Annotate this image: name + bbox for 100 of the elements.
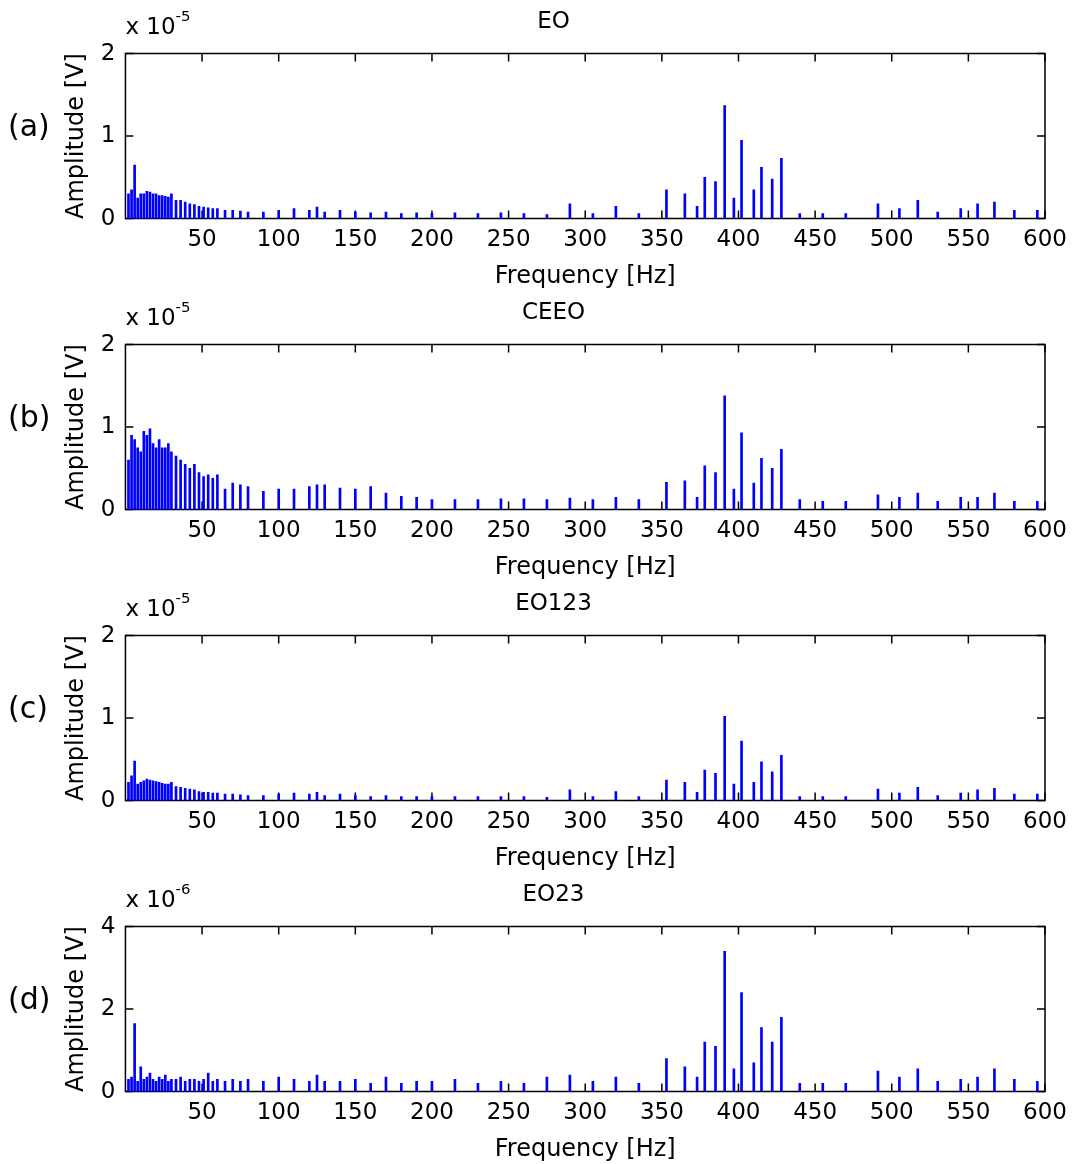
x-tick-label: 450 xyxy=(793,807,838,834)
y-tick-label: 0 xyxy=(100,785,116,812)
bar xyxy=(415,1080,418,1092)
bar xyxy=(354,795,357,801)
bar xyxy=(216,474,219,510)
bar xyxy=(183,463,187,510)
bar xyxy=(723,395,727,510)
y-tick-label: 1 xyxy=(100,703,116,730)
y-axis-title: Amplitude [V] xyxy=(60,53,89,219)
bar xyxy=(714,773,717,801)
bar xyxy=(916,492,920,510)
bar xyxy=(723,716,727,801)
bar xyxy=(665,482,668,510)
bar xyxy=(740,139,743,219)
y-tick-label: 1 xyxy=(100,412,116,439)
bar xyxy=(844,501,848,510)
bar xyxy=(898,496,901,510)
bar xyxy=(211,477,215,510)
bar xyxy=(399,796,403,801)
bar xyxy=(898,792,901,801)
bar xyxy=(142,430,146,510)
x-tick-label: 600 xyxy=(1023,225,1067,252)
x-tick-label: 450 xyxy=(793,1098,838,1125)
bar xyxy=(665,1058,668,1092)
y-axis-title: Amplitude [V] xyxy=(60,344,89,510)
bar xyxy=(308,210,311,219)
bar xyxy=(239,484,242,510)
bar xyxy=(133,1023,136,1092)
bar xyxy=(308,486,311,510)
x-tick-label: 350 xyxy=(639,516,684,543)
bar xyxy=(1013,210,1016,219)
bar xyxy=(993,1068,996,1092)
bar xyxy=(1036,793,1039,801)
bar xyxy=(844,213,848,219)
chart-title: EO123 xyxy=(515,588,592,615)
x-tick-label: 300 xyxy=(563,516,608,543)
bar xyxy=(202,792,205,801)
bar xyxy=(206,792,210,801)
bar xyxy=(740,432,743,510)
bar xyxy=(239,1080,242,1092)
bar xyxy=(703,177,707,219)
bar xyxy=(703,769,707,801)
bar xyxy=(277,488,281,510)
y-tick-label: 0 xyxy=(100,494,116,521)
bar xyxy=(323,484,326,510)
bar xyxy=(959,1078,963,1092)
bar xyxy=(993,787,996,801)
x-tick-label: 550 xyxy=(946,807,991,834)
bar xyxy=(206,474,210,510)
x-tick-label: 250 xyxy=(486,1098,531,1125)
bar xyxy=(323,211,326,219)
bar xyxy=(369,486,372,510)
x-tick-label: 100 xyxy=(256,516,301,543)
x-tick-label: 150 xyxy=(333,807,378,834)
bar xyxy=(936,1080,940,1092)
x-tick-label: 300 xyxy=(563,1098,608,1125)
bar xyxy=(993,492,996,510)
y-tick-label: 2 xyxy=(100,994,116,1021)
bar xyxy=(760,1027,763,1092)
chart-title: EO xyxy=(537,6,570,33)
bar xyxy=(723,951,727,1092)
y-axis-title: Amplitude [V] xyxy=(60,635,89,801)
bar xyxy=(202,476,205,510)
bar xyxy=(898,208,901,219)
bar xyxy=(183,787,187,801)
bar xyxy=(916,787,920,801)
bar xyxy=(752,482,756,510)
bar xyxy=(188,788,192,801)
bar xyxy=(752,189,756,219)
bar xyxy=(308,793,311,801)
bar xyxy=(415,796,418,801)
x-tick-label: 200 xyxy=(410,1098,454,1125)
bar xyxy=(798,213,802,219)
y-tick-label: 1 xyxy=(100,121,116,148)
x-tick-label: 350 xyxy=(639,1098,684,1125)
x-tick-label: 350 xyxy=(639,225,684,252)
x-tick-label: 250 xyxy=(486,516,531,543)
bar xyxy=(193,1078,196,1092)
bar xyxy=(231,210,235,219)
bar xyxy=(740,740,743,801)
bar xyxy=(277,793,281,801)
bar xyxy=(262,1080,265,1092)
x-tick-label: 100 xyxy=(256,807,301,834)
bar xyxy=(916,200,920,219)
bar xyxy=(206,1072,210,1092)
bar xyxy=(127,193,130,219)
bar xyxy=(369,212,372,219)
bar xyxy=(821,1083,825,1092)
y-tick-label: 0 xyxy=(100,203,116,230)
bar xyxy=(139,782,143,801)
x-tick-label: 500 xyxy=(869,516,914,543)
x-tick-label: 50 xyxy=(187,225,217,252)
bar xyxy=(959,208,963,219)
bar xyxy=(163,783,167,801)
bar xyxy=(780,158,783,219)
bar xyxy=(163,447,167,510)
bar xyxy=(760,167,763,219)
bar xyxy=(216,208,219,219)
bar xyxy=(202,206,205,219)
bar xyxy=(399,496,403,510)
